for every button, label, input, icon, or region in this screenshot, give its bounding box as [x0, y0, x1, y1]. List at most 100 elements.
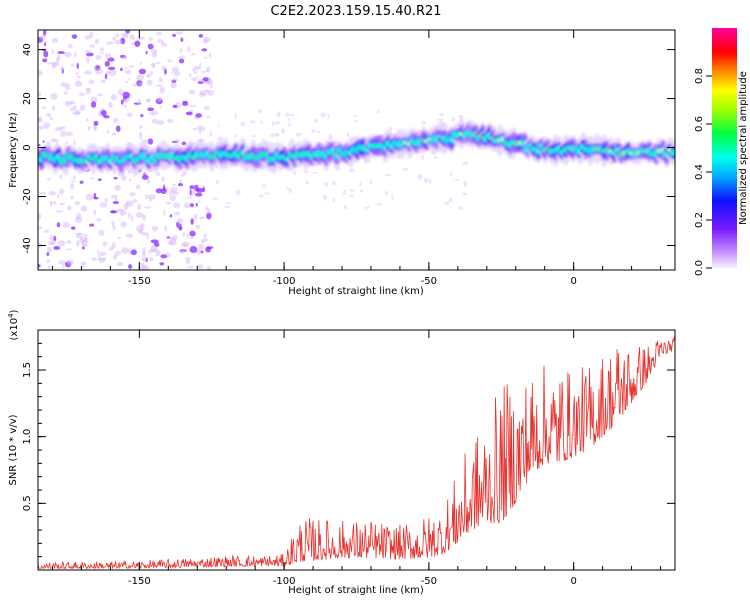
spectrogram-noise-cell — [74, 80, 83, 87]
spectrogram-noise-cell — [49, 201, 57, 204]
spectrogram-noise-cell — [100, 109, 107, 117]
spectrogram-noise-cell — [88, 79, 95, 85]
spectrogram-noise-cell — [212, 197, 219, 201]
spectrogram-noise-cell — [100, 79, 106, 84]
spectrogram-noise-cell — [125, 233, 134, 239]
spectrogram-noise-cell — [303, 169, 308, 174]
spectrogram-noise-cell — [151, 118, 159, 124]
spectrogram-noise-cell — [46, 112, 51, 118]
spectrogram-noise-cell — [119, 218, 122, 221]
spectrogram-noise-cell — [53, 246, 61, 250]
spectrogram-noise-cell — [391, 194, 394, 201]
spectrogram-noise-cell — [369, 179, 373, 185]
spectrogram-noise-cell — [145, 98, 151, 103]
spectrogram-noise-cell — [103, 256, 106, 262]
spectrogram-noise-cell — [74, 51, 77, 58]
spectrogram-noise-cell — [47, 246, 52, 253]
spectrogram-noise-cell — [161, 40, 164, 44]
spectrogram-noise-cell — [107, 102, 113, 108]
spectrogram-noise-cell — [205, 206, 208, 211]
spectrogram-noise-cell — [155, 62, 161, 65]
spectrogram-noise-cell — [95, 54, 102, 60]
spectrogram-noise-cell — [155, 249, 161, 257]
spectrogram-noise-cell — [167, 118, 174, 124]
spectrogram-noise-cell — [217, 124, 220, 127]
spectrogram-noise-cell — [191, 190, 196, 196]
spectrogram-noise-cell — [288, 188, 293, 194]
spectrogram-noise-cell — [60, 130, 67, 138]
spectrogram-x-tick-label: 0 — [570, 276, 576, 287]
spectrogram-y-tick-label: 20 — [22, 92, 33, 105]
spectrogram-noise-cell — [145, 194, 148, 200]
spectrogram-noise-cell — [187, 196, 193, 199]
spectrogram-noise-cell — [140, 114, 144, 118]
spectrogram-noise-cell — [188, 89, 196, 95]
spectrogram-noise-cell — [111, 220, 115, 227]
spectrogram-y-tick-label: 0 — [22, 144, 33, 150]
spectrogram-noise-cell — [186, 258, 190, 262]
spectrogram-noise-cell — [280, 128, 285, 134]
spectrogram-noise-cell — [107, 57, 115, 62]
spectrogram-noise-cell — [207, 89, 214, 96]
spectrogram-noise-cell — [120, 32, 129, 36]
spectrogram-noise-cell — [132, 199, 138, 204]
spectrogram-noise-cell — [193, 213, 198, 221]
spectrogram-noise-cell — [433, 155, 438, 159]
spectrogram-noise-cell — [454, 178, 461, 181]
spectrogram-noise-cell — [130, 249, 137, 256]
spectrogram-noise-cell — [69, 107, 75, 112]
spectrogram-noise-cell — [402, 167, 409, 172]
spectrogram-noise-cell — [203, 81, 211, 85]
spectrogram-noise-cell — [346, 132, 350, 138]
spectrogram-noise-cell — [50, 93, 58, 100]
spectrogram-noise-cell — [198, 62, 202, 70]
spectrogram-noise-cell — [343, 189, 346, 196]
spectrogram-noise-cell — [110, 194, 119, 199]
spectrogram-noise-cell — [128, 191, 136, 197]
spectrogram-noise-cell — [38, 191, 47, 195]
spectrogram-noise-cell — [196, 75, 199, 79]
spectrogram-noise-cell — [101, 107, 105, 111]
spectrogram-noise-cell — [122, 91, 130, 99]
spectrogram-noise-cell — [103, 115, 110, 119]
spectrogram-noise-cell — [444, 201, 450, 205]
spectrogram-noise-cell — [198, 128, 202, 135]
spectrogram-noise-cell — [46, 177, 51, 181]
spectrogram-noise-cell — [226, 202, 232, 205]
spectrogram-noise-cell — [59, 202, 66, 206]
spectrogram-noise-cell — [159, 105, 162, 109]
spectrogram-noise-cell — [144, 206, 152, 209]
spectrogram-noise-cell — [59, 66, 65, 71]
spectrogram-ridge — [38, 118, 675, 178]
spectrogram-noise-cell — [38, 125, 45, 130]
spectrogram-noise-cell — [58, 240, 66, 247]
spectrogram-noise-cell — [147, 178, 151, 184]
spectrogram-noise-cell — [384, 190, 389, 196]
spectrogram-noise-cell — [328, 134, 333, 141]
spectrogram-noise-cell — [201, 70, 206, 74]
spectrogram-noise-cell — [332, 197, 335, 202]
spectrogram-noise-cell — [98, 229, 105, 236]
spectrogram-noise-cell — [89, 223, 95, 227]
spectrogram-noise-cell — [305, 180, 309, 185]
spectrogram-noise-cell — [38, 69, 43, 76]
spectrogram-noise-cell — [108, 53, 111, 60]
spectrogram-noise-cell — [38, 92, 42, 97]
spectrogram-noise-cell — [154, 242, 160, 247]
spectrogram-noise-cell — [148, 197, 152, 202]
spectrogram-y-tick-label: 40 — [22, 43, 33, 56]
spectrogram-noise-cell — [91, 257, 97, 261]
spectrogram-noise-cell — [174, 138, 181, 142]
spectrogram-noise-cell — [137, 98, 142, 106]
spectrogram-noise-cell — [38, 117, 43, 123]
spectrogram-noise-cell — [254, 168, 258, 173]
snr-x-tick-label: 0 — [570, 576, 576, 587]
spectrogram-noise-cell — [80, 205, 88, 212]
spectrogram-noise-cell — [138, 125, 143, 129]
spectrogram-noise-cell — [332, 180, 336, 186]
spectrogram-noise-cell — [359, 189, 364, 193]
spectrogram-noise-cell — [112, 36, 117, 41]
spectrogram-noise-cell — [164, 68, 167, 75]
spectrogram-noise-cell — [117, 236, 122, 239]
